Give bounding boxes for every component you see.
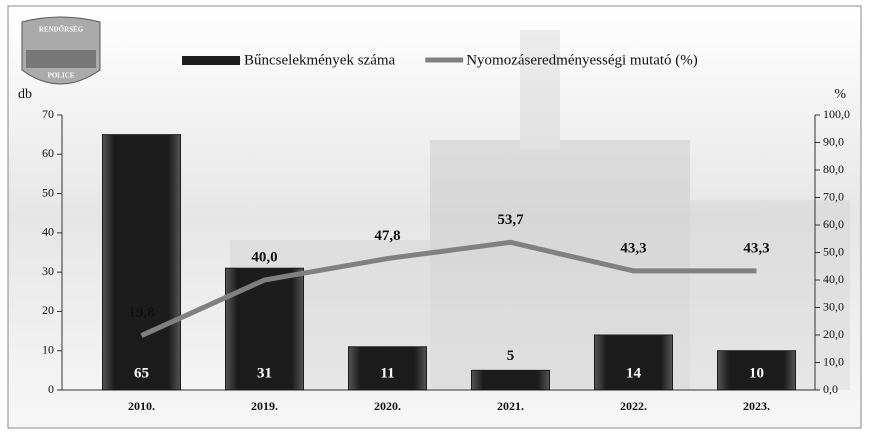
y-tick-label: 20 [42, 303, 54, 317]
x-tick-label: 2010. [128, 399, 155, 413]
x-tick-label: 2019. [251, 399, 278, 413]
legend-label: Bűncselekmények száma [244, 52, 396, 68]
y-tick-label: 40 [42, 225, 54, 239]
logo-bottom: POLICE [48, 72, 75, 80]
logo-band [26, 50, 96, 68]
legend-swatch [182, 56, 240, 65]
chart: RENDŐRSÉG POLICE db % 0 10 20 30 40 50 60 70 0,0… [0, 0, 869, 435]
y-tick-label: 70 [42, 107, 54, 121]
y2-tick-label: 30,0 [823, 299, 844, 313]
bar-value-label: 11 [380, 365, 394, 381]
line-value-label: 47,8 [374, 228, 400, 244]
bar-value-label: 14 [626, 365, 642, 381]
y-tick-label: 30 [42, 264, 54, 278]
logo-top: RENDŐRSÉG [39, 26, 84, 34]
bar-value-label: 65 [134, 365, 149, 381]
line-value-label: 40,0 [251, 249, 277, 265]
y2-tick-label: 80,0 [823, 162, 844, 176]
y2-tick-label: 10,0 [823, 354, 844, 368]
bar-value-label: 10 [749, 365, 764, 381]
bar-value-label: 5 [507, 348, 515, 364]
legend-label: Nyomozáseredményességi mutató (%) [466, 52, 698, 68]
logo: RENDŐRSÉG POLICE [22, 17, 100, 84]
y2-tick-label: 20,0 [823, 327, 844, 341]
line-value-label: 43,3 [620, 240, 646, 256]
y-tick-label: 50 [42, 185, 54, 199]
x-tick-label: 2022. [620, 399, 647, 413]
y-tick-label: 0 [48, 382, 54, 396]
y2-tick-label: 100,0 [823, 107, 850, 121]
line-value-label: 43,3 [743, 240, 769, 256]
y2-tick-label: 90,0 [823, 134, 844, 148]
y2-axis-label: % [834, 87, 846, 102]
y2-tick-label: 40,0 [823, 272, 844, 286]
x-tick-label: 2021. [497, 399, 524, 413]
x-tick-label: 2020. [374, 399, 401, 413]
y2-tick-label: 50,0 [823, 244, 844, 258]
y2-tick-label: 0,0 [823, 382, 838, 396]
line-value-label: 53,7 [497, 212, 524, 228]
bar [472, 370, 550, 390]
line-value-label: 19,8 [128, 305, 154, 321]
y2-tick-label: 70,0 [823, 189, 844, 203]
bar [103, 135, 181, 390]
y-axis-label: db [18, 87, 32, 102]
y-tick-label: 60 [42, 146, 54, 160]
y2-tick-label: 60,0 [823, 217, 844, 231]
y-tick-label: 10 [42, 342, 54, 356]
x-tick-label: 2023. [743, 399, 770, 413]
bar [595, 335, 673, 390]
bar-value-label: 31 [257, 365, 272, 381]
